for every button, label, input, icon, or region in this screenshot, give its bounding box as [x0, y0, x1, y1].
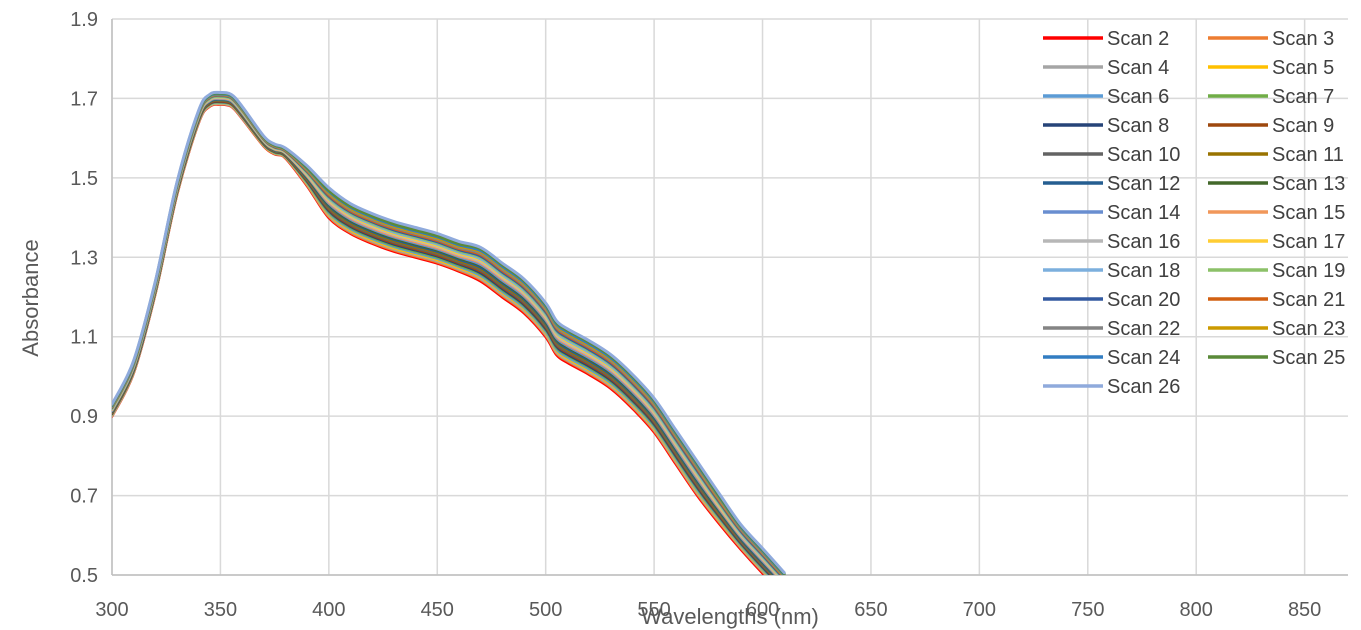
legend-label: Scan 20 — [1107, 289, 1180, 311]
legend-item: Scan 5 — [1208, 57, 1334, 79]
legend-label: Scan 23 — [1272, 318, 1345, 340]
legend-item: Scan 14 — [1043, 202, 1180, 224]
legend-item: Scan 4 — [1043, 57, 1169, 79]
legend-item: Scan 17 — [1208, 231, 1345, 253]
legend-item: Scan 26 — [1043, 376, 1180, 398]
series-line-scan-17 — [112, 95, 781, 575]
y-tick-label: 1.3 — [70, 247, 98, 269]
legend-label: Scan 22 — [1107, 318, 1180, 340]
legend-label: Scan 24 — [1107, 347, 1180, 369]
series-line-scan-12 — [112, 97, 777, 575]
legend-item: Scan 18 — [1043, 260, 1180, 282]
legend-label: Scan 5 — [1272, 57, 1334, 79]
legend-item: Scan 8 — [1043, 115, 1169, 137]
legend-label: Scan 9 — [1272, 115, 1334, 137]
legend-item: Scan 23 — [1208, 318, 1345, 340]
legend-item: Scan 3 — [1208, 28, 1334, 50]
legend-label: Scan 21 — [1272, 289, 1345, 311]
legend-item: Scan 16 — [1043, 231, 1180, 253]
y-axis-title: Absorbance — [18, 239, 43, 356]
legend-label: Scan 6 — [1107, 86, 1169, 108]
x-tick-label: 450 — [421, 599, 454, 621]
y-tick-label: 1.9 — [70, 9, 98, 31]
legend-label: Scan 3 — [1272, 28, 1334, 50]
series-line-scan-18 — [112, 95, 782, 575]
legend-label: Scan 15 — [1272, 202, 1345, 224]
y-tick-labels: 0.5 0.7 0.9 1.1 1.3 1.5 1.7 1.9 — [70, 9, 98, 587]
series-line-scan-23 — [112, 92, 786, 575]
x-tick-label: 800 — [1180, 599, 1213, 621]
legend-item: Scan 2 — [1043, 28, 1169, 50]
x-tick-label: 550 — [637, 599, 670, 621]
x-tick-label: 650 — [854, 599, 887, 621]
legend-item: Scan 9 — [1208, 115, 1334, 137]
x-tick-label: 500 — [529, 599, 562, 621]
legend-item: Scan 6 — [1043, 86, 1169, 108]
x-tick-label: 600 — [746, 599, 779, 621]
series-line-scan-26 — [112, 90, 786, 575]
legend-item: Scan 13 — [1208, 173, 1345, 195]
legend-label: Scan 26 — [1107, 376, 1180, 398]
legend-label: Scan 14 — [1107, 202, 1180, 224]
x-tick-label: 850 — [1288, 599, 1321, 621]
y-tick-label: 1.5 — [70, 168, 98, 190]
series-line-scan-8 — [112, 99, 773, 575]
legend-label: Scan 18 — [1107, 260, 1180, 282]
series-line-scan-7 — [112, 100, 772, 575]
y-tick-label: 1.7 — [70, 88, 98, 110]
legend-item: Scan 24 — [1043, 347, 1180, 369]
legend-item: Scan 19 — [1208, 260, 1345, 282]
legend-item: Scan 25 — [1208, 347, 1345, 369]
legend-label: Scan 2 — [1107, 28, 1169, 50]
legend-item: Scan 21 — [1208, 289, 1345, 311]
legend-label: Scan 12 — [1107, 173, 1180, 195]
legend-label: Scan 16 — [1107, 231, 1180, 253]
legend-label: Scan 17 — [1272, 231, 1345, 253]
series-line-scan-14 — [112, 97, 779, 575]
y-tick-label: 0.5 — [70, 565, 98, 587]
legend-item: Scan 10 — [1043, 144, 1180, 166]
legend-label: Scan 25 — [1272, 347, 1345, 369]
x-tick-label: 300 — [95, 599, 128, 621]
legend-item: Scan 20 — [1043, 289, 1180, 311]
legend-label: Scan 7 — [1272, 86, 1334, 108]
legend-item: Scan 7 — [1208, 86, 1334, 108]
y-tick-label: 1.1 — [70, 327, 98, 349]
x-tick-label: 700 — [963, 599, 996, 621]
legend-label: Scan 8 — [1107, 115, 1169, 137]
x-tick-labels: 300 350 400 450 500 550 600 650 700 750 800 850 — [95, 599, 1321, 621]
x-axis-title: Wavelengths (nm) — [641, 604, 819, 629]
series-line-scan-16 — [112, 95, 780, 575]
legend-label: Scan 11 — [1272, 144, 1344, 166]
series-line-scan-25 — [112, 91, 786, 575]
legend-label: Scan 19 — [1272, 260, 1345, 282]
x-tick-label: 400 — [312, 599, 345, 621]
legend-label: Scan 10 — [1107, 144, 1180, 166]
x-tick-label: 750 — [1071, 599, 1104, 621]
legend-label: Scan 13 — [1272, 173, 1345, 195]
legend-item: Scan 12 — [1043, 173, 1180, 195]
series-line-scan-9 — [112, 99, 774, 575]
series-line-scan-10 — [112, 98, 775, 575]
plot-area — [112, 90, 786, 575]
series-line-scan-24 — [112, 92, 786, 575]
x-tick-label: 350 — [204, 599, 237, 621]
series-line-scan-4 — [112, 101, 769, 575]
series-line-scan-22 — [112, 93, 785, 575]
series-line-scan-11 — [112, 98, 776, 575]
series-line-scan-5 — [112, 101, 770, 575]
y-tick-label: 0.7 — [70, 486, 98, 508]
legend: Scan 2 Scan 3 Scan 4 Scan 5 Scan 6 Scan 7 Scan… — [1043, 28, 1345, 398]
series-line-scan-19 — [112, 94, 783, 575]
series-line-scan-13 — [112, 97, 778, 575]
legend-item: Scan 15 — [1208, 202, 1345, 224]
legend-label: Scan 4 — [1107, 57, 1169, 79]
series-line-scan-6 — [112, 100, 771, 575]
series-line-scan-15 — [112, 96, 779, 575]
legend-item: Scan 22 — [1043, 318, 1180, 340]
y-tick-label: 0.9 — [70, 406, 98, 428]
legend-item: Scan 11 — [1208, 144, 1344, 166]
